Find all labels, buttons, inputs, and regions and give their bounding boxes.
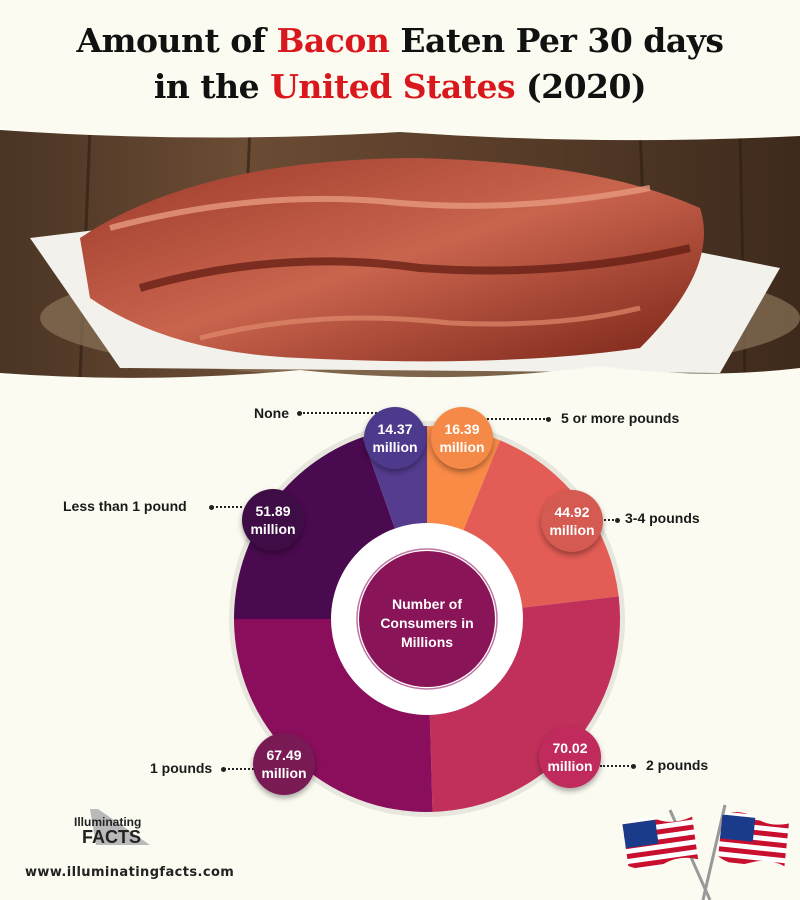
legend-label-1: 1 pounds — [150, 760, 213, 776]
logo-text: Illuminating — [74, 815, 142, 829]
value-bubble-none: 14.37 million — [364, 407, 426, 469]
legend-label-3-4: 3-4 pounds — [625, 510, 700, 526]
value-bubble-2: 70.02 million — [539, 726, 601, 788]
leader-dot — [615, 518, 620, 523]
value-bubble-5-or-more: 16.39 million — [431, 407, 493, 469]
logo-text: FACTS — [82, 827, 142, 847]
leader-line — [300, 412, 384, 414]
title-text: in the — [153, 67, 271, 106]
title-text: Amount of — [76, 21, 277, 60]
title-highlight-bacon: Bacon — [276, 21, 390, 60]
leader-dot — [221, 767, 226, 772]
leader-line — [224, 768, 254, 770]
title-line-2: in the United States (2020) — [0, 64, 800, 110]
legend-label-less-than-1: Less than 1 pound — [63, 498, 187, 514]
title-highlight-united-states: United States — [270, 67, 516, 106]
bacon-photo — [0, 118, 800, 398]
us-flags-icon — [622, 804, 789, 900]
leader-dot — [546, 417, 551, 422]
leader-line — [600, 765, 633, 767]
title-text: (2020) — [515, 67, 647, 106]
leader-line — [604, 519, 618, 521]
leader-line — [212, 506, 242, 508]
leader-line — [468, 418, 548, 420]
legend-label-2: 2 pounds — [646, 757, 709, 773]
leader-dot — [209, 505, 214, 510]
value-bubble-less-than-1: 51.89 million — [242, 489, 304, 551]
title-text: Eaten Per 30 days — [389, 21, 724, 60]
leader-dot — [297, 411, 302, 416]
website-url: www.illuminatingfacts.com — [25, 865, 235, 880]
leader-dot — [631, 764, 636, 769]
value-bubble-3-4: 44.92 million — [541, 490, 603, 552]
legend-label-5-or-more: 5 or more pounds — [561, 410, 680, 426]
illuminating-facts-logo: Illuminating FACTS — [70, 805, 160, 850]
legend-label-none: None — [254, 405, 289, 421]
value-bubble-1: 67.49 million — [253, 733, 315, 795]
title-line-1: Amount of Bacon Eaten Per 30 days — [0, 18, 800, 64]
center-label: Number of Consumers in Millions — [380, 596, 474, 650]
